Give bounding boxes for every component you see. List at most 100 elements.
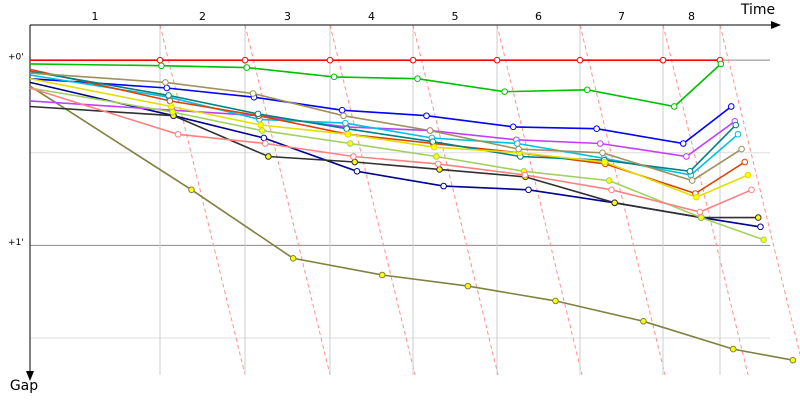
point [501,88,508,95]
point [343,125,350,133]
point [378,271,386,279]
point [464,282,472,290]
point [241,56,249,64]
point [165,92,172,99]
x-tick-label: 2 [199,10,206,23]
y-tick-label: +0' [8,53,24,63]
point [163,84,171,92]
point [433,153,440,160]
point [789,356,797,364]
point [748,186,755,194]
x-tick-label: 3 [284,10,291,23]
point [693,193,700,201]
point [243,64,251,71]
point [732,121,740,129]
time-line [719,24,800,357]
y-axis-label: Gap [10,378,38,394]
time-line [496,24,583,376]
point [679,140,687,147]
point [265,153,272,160]
point [601,158,609,166]
y-tick-label: +1' [8,238,24,248]
point [350,153,357,160]
point [727,103,735,110]
point [414,75,421,83]
point [729,345,737,353]
x-tick-label: 1 [92,10,99,23]
point [351,158,359,166]
point [330,73,338,81]
point [608,186,615,194]
point [158,62,165,70]
point [346,140,354,147]
point [552,297,559,305]
point [162,79,169,86]
point [440,182,447,190]
point [640,317,647,325]
point [353,167,361,175]
point [167,103,175,110]
time-line [159,24,246,376]
point [596,140,604,147]
point [521,171,529,179]
point [697,214,705,221]
point [254,110,262,118]
point [688,177,696,184]
x-tick-label: 7 [618,10,625,23]
point [760,236,767,244]
point [249,90,257,97]
point [166,97,174,105]
point [289,255,297,262]
point [340,112,347,120]
point [429,138,437,145]
point [659,56,667,64]
point [744,171,752,179]
point [493,56,501,64]
point [423,112,430,120]
point [583,86,591,94]
point [734,130,742,138]
point [509,123,517,131]
point [717,60,725,68]
point [738,145,745,153]
point [754,214,762,221]
point [326,56,334,64]
point [605,177,613,184]
point [670,103,678,110]
point [434,160,442,168]
point [260,134,268,142]
point [344,130,352,138]
point [430,143,438,151]
point [757,223,764,231]
point [611,199,618,207]
point [525,186,532,194]
x-tick-label: 8 [688,10,695,23]
point [156,56,164,64]
point [599,149,606,157]
series-line [29,105,759,219]
series-line [29,87,764,241]
point [576,56,584,64]
time-line [244,24,331,376]
point [257,121,265,129]
point [338,106,346,114]
point [409,56,417,64]
point [513,140,521,147]
x-tick-label: 6 [535,10,542,23]
point [188,186,195,194]
point [258,127,266,134]
point [696,208,704,216]
point [593,125,600,133]
series-line [29,81,761,228]
point [683,153,690,160]
point [174,130,182,138]
point [515,145,522,153]
point [169,108,176,116]
point [686,167,694,175]
point [342,119,349,127]
x-tick-label: 4 [368,10,375,23]
time-line [412,24,499,376]
point [436,166,443,173]
